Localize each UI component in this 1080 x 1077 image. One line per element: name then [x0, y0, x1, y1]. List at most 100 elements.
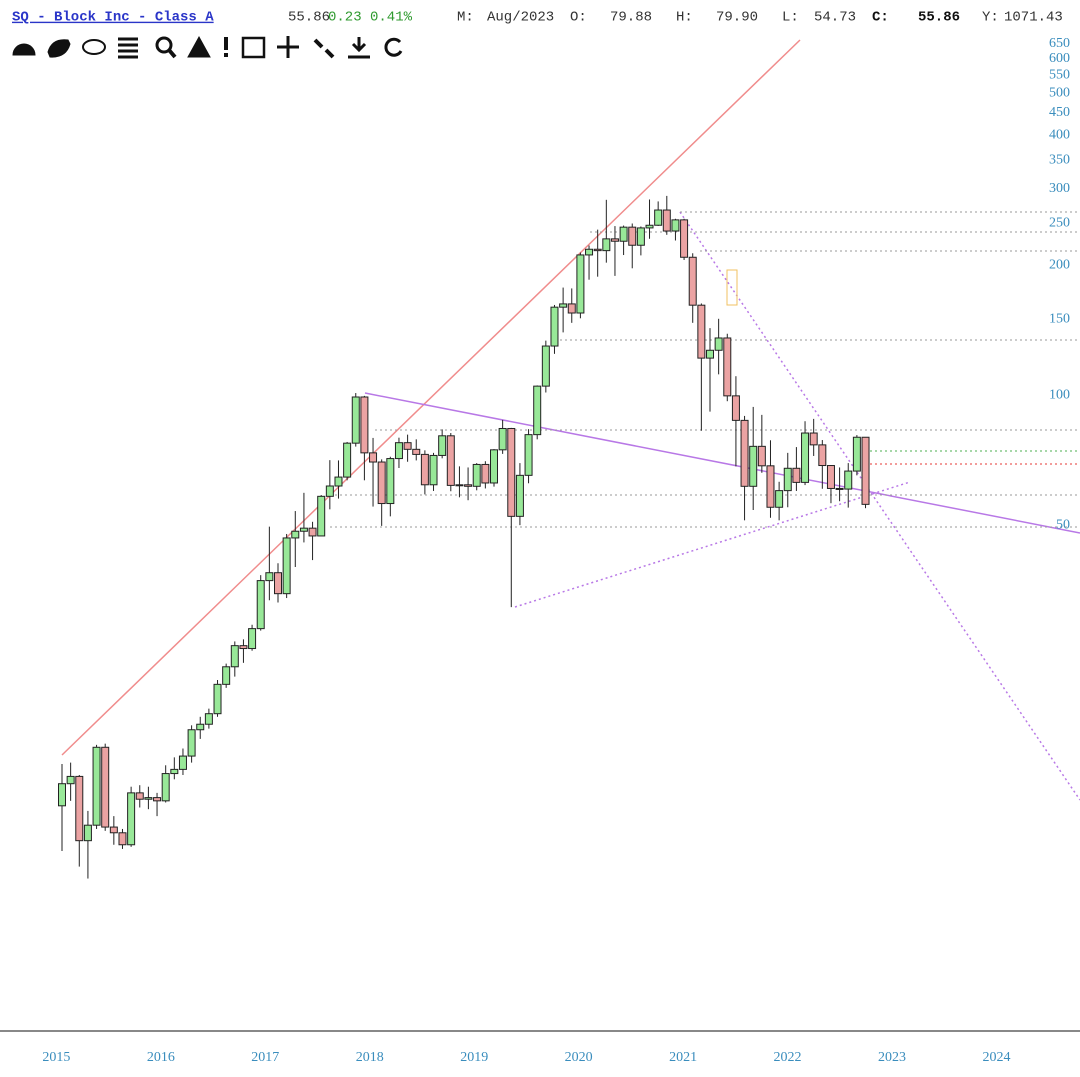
candle-body: [153, 797, 162, 802]
candle-body: [144, 797, 153, 800]
candle-body: [585, 248, 594, 256]
candle-body: [386, 458, 395, 505]
candle-body: [325, 485, 334, 497]
month: Aug/2023: [487, 10, 554, 26]
candle-body: [394, 442, 403, 460]
toolbar: [12, 35, 403, 59]
open: 79.88: [610, 10, 652, 26]
candle-body: [783, 467, 792, 492]
refresh-icon[interactable]: [384, 37, 403, 57]
move-icon[interactable]: [277, 36, 299, 58]
candle-body: [628, 226, 637, 246]
x-tick-label: 2017: [251, 1050, 279, 1065]
trend-line: [364, 392, 1080, 534]
candle-body: [101, 746, 110, 828]
y-tick-label: 400: [1049, 127, 1070, 142]
y-tick-label: 200: [1049, 257, 1070, 272]
candle-body: [161, 773, 170, 802]
y-tick-label: 500: [1049, 85, 1070, 100]
candle-body: [213, 683, 222, 715]
link-icon[interactable]: [313, 38, 335, 59]
low-label: L:: [782, 10, 799, 26]
candle-body: [731, 395, 740, 421]
candle-body: [740, 419, 749, 487]
y-tick-label: 550: [1049, 68, 1070, 83]
y-tick-label: 350: [1049, 152, 1070, 167]
comment-icon[interactable]: [82, 39, 106, 55]
candle-body: [801, 432, 810, 483]
candle-body: [282, 537, 291, 595]
candle-body: [75, 775, 84, 842]
candle-body: [248, 628, 257, 650]
calendar-icon[interactable]: [241, 36, 266, 59]
candle-body: [602, 238, 611, 252]
candle-body: [265, 572, 274, 582]
trend-line: [61, 39, 801, 756]
candle-body: [92, 746, 101, 826]
candle-body: [749, 445, 758, 487]
y-tick-label: 300: [1049, 181, 1070, 196]
candle-body: [723, 337, 732, 397]
twitter-icon[interactable]: [47, 39, 71, 58]
candle-body: [360, 396, 369, 454]
symbol-title[interactable]: SQ - Block Inc - Class A: [12, 10, 214, 26]
candle-body: [559, 303, 568, 308]
candle-body: [109, 826, 118, 834]
trend-line: [679, 211, 1080, 801]
x-tick-label: 2021: [669, 1050, 697, 1065]
candle-body: [706, 349, 714, 359]
candle-body: [515, 474, 524, 517]
candle-body: [403, 442, 412, 450]
candle-body: [852, 436, 861, 472]
candle-body: [369, 452, 378, 463]
candle-body: [567, 303, 576, 314]
candle-body: [222, 666, 231, 685]
change-pct: 0.41%: [370, 10, 413, 26]
candle-body: [187, 729, 196, 757]
candle-body: [170, 768, 179, 775]
candle-body: [308, 527, 317, 537]
y-tick-label: 100: [1049, 387, 1070, 402]
candle-body: [533, 385, 542, 436]
y-tick-label: 600: [1049, 51, 1070, 66]
candle-body: [135, 792, 144, 800]
open-label: O:: [570, 10, 587, 26]
candle-body: [671, 219, 680, 232]
list-icon[interactable]: [118, 37, 138, 59]
candle-body: [826, 465, 835, 489]
download-icon[interactable]: [348, 37, 370, 59]
candle-body: [697, 304, 706, 359]
last-price: 55.86: [288, 10, 330, 26]
candle-body: [420, 453, 429, 486]
candle-body: [688, 256, 697, 306]
close: 55.86: [918, 10, 960, 26]
y-label: Y:: [982, 10, 999, 26]
candle-body: [83, 824, 92, 842]
y-tick-label: 250: [1049, 215, 1070, 230]
candle-body: [576, 254, 585, 314]
level-lines: [330, 211, 1080, 528]
candle-body: [438, 435, 447, 456]
drawings: [61, 39, 1080, 801]
candle-body: [490, 449, 498, 484]
dashboard-icon[interactable]: [12, 43, 36, 56]
x-tick-label: 2015: [42, 1050, 70, 1065]
search-icon[interactable]: [155, 36, 177, 59]
candle-body: [481, 463, 490, 484]
x-tick-label: 2022: [774, 1050, 802, 1065]
candle-body: [472, 463, 481, 487]
candle-body: [351, 396, 360, 444]
candle-body: [809, 432, 818, 446]
candle-body: [610, 238, 619, 242]
y-tick-label: 450: [1049, 105, 1070, 120]
candle-body: [343, 442, 352, 478]
triangle-icon[interactable]: [187, 35, 211, 58]
candle-body: [317, 495, 326, 537]
x-tick-label: 2018: [356, 1050, 384, 1065]
candle-body: [714, 337, 723, 351]
candle-body: [178, 755, 187, 770]
close-label: C:: [872, 10, 889, 26]
candle-body: [835, 487, 844, 490]
y-tick-label: 150: [1049, 311, 1070, 326]
candle-body: [775, 490, 784, 508]
